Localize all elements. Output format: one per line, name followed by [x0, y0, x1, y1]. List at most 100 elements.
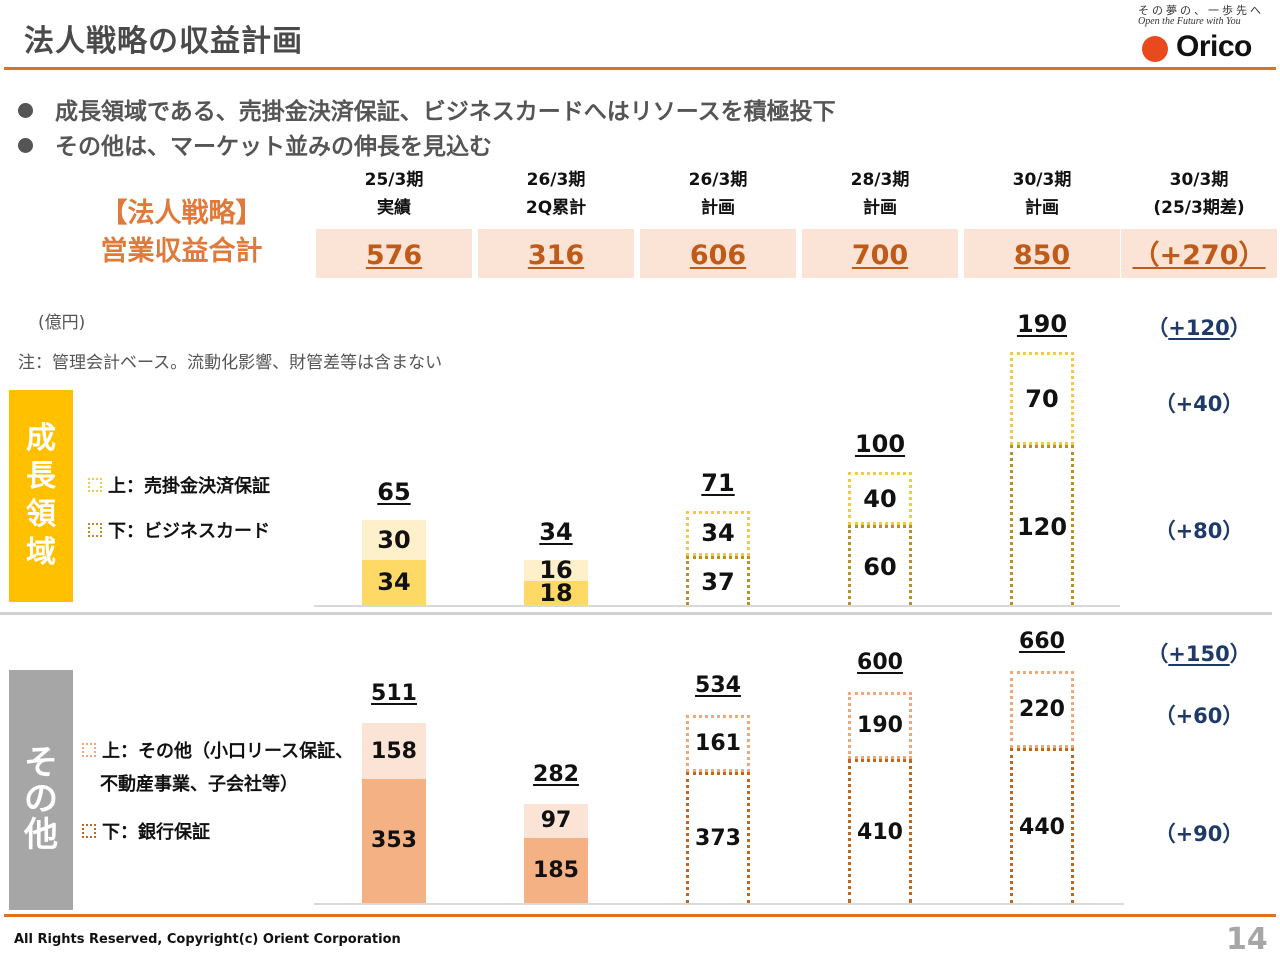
header-divider	[4, 67, 1276, 70]
sidebar-char: そ	[24, 743, 58, 783]
diff-value: +150	[1168, 642, 1230, 666]
bar-value-label: 410	[857, 819, 903, 845]
bar-segment-upper: 190	[848, 692, 912, 759]
logo-tagline: その夢の、一歩先へ	[1138, 4, 1264, 17]
bar-segment-lower: 185	[524, 837, 588, 903]
column-header-period: 26/3期	[526, 170, 586, 190]
total-revenue-cell: 606	[640, 229, 796, 278]
bullet-text: その他は、マーケット並みの伸長を見込む	[55, 134, 492, 160]
total-revenue-cell: 316	[478, 229, 634, 278]
growth-axis-line	[314, 605, 1120, 607]
bar-value-label: 40	[863, 484, 897, 513]
column-header-period: 28/3期	[850, 170, 910, 190]
growth-section-label: 成 長 領 域	[9, 390, 73, 602]
legend-item-lower: 下：銀行保証	[82, 818, 210, 844]
bar-total-label: 65	[377, 477, 411, 506]
summary-label: 【法人戦略】 営業収益合計	[64, 195, 299, 271]
section-divider	[0, 612, 1272, 615]
diff-value: +60	[1175, 704, 1223, 728]
diff-label-upper: （+60）	[1154, 704, 1244, 728]
column-header: 26/3期 2Q累計	[477, 166, 635, 222]
column-header-type: 2Q累計	[525, 198, 587, 218]
bar-total-label: 190	[1016, 310, 1068, 339]
summary-label-line1: 【法人戦略】	[100, 198, 263, 229]
bar-value-label: 353	[371, 828, 417, 854]
bar-value-label: 18	[539, 579, 573, 608]
bar-segment-upper: 34	[686, 510, 750, 556]
bar-value-label: 158	[371, 738, 417, 764]
legend-label: 上：その他（小口リース保証、	[102, 741, 354, 762]
bar-value-label: 16	[539, 556, 573, 585]
bar-total-label: 282	[533, 761, 579, 787]
legend-swatch-icon	[82, 824, 96, 838]
bar-segment-upper: 161	[686, 715, 750, 772]
footer-divider	[4, 914, 1276, 917]
bar-segment-lower: 410	[848, 758, 912, 903]
total-revenue-value: 576	[365, 240, 423, 271]
total-revenue-value: 316	[527, 240, 585, 271]
bar-value-label: 185	[533, 857, 579, 883]
legend-label: 下：銀行保証	[102, 822, 210, 843]
diff-value: +90	[1175, 822, 1223, 846]
bar-value-label: 60	[863, 552, 897, 581]
legend-swatch-icon	[88, 523, 102, 537]
total-revenue-value: （+270）	[1132, 240, 1266, 271]
legend-item-upper: 上：売掛金決済保証	[88, 472, 270, 498]
bar-total-label: 660	[1019, 629, 1065, 654]
legend-swatch-icon	[82, 743, 96, 757]
total-revenue-cell: （+270）	[1121, 229, 1277, 278]
column-header-type: 計画	[701, 198, 735, 218]
bar-total-label: 100	[854, 430, 906, 458]
diff-label-upper: （+40）	[1154, 392, 1244, 416]
sidebar-char: 域	[26, 535, 56, 570]
other-section-label: そ の 他	[9, 670, 73, 910]
column-header: 25/3期 実績	[315, 166, 473, 222]
note-text: 注：管理会計ベース。流動化影響、財管差等は含まない	[18, 353, 443, 373]
bar-segment-lower: 353	[362, 778, 426, 903]
other-axis-line	[314, 903, 1124, 905]
bar-total-label: 600	[857, 650, 903, 676]
bar-segment-upper: 97	[524, 803, 588, 838]
column-header-period: 30/3期	[1169, 170, 1229, 190]
summary-label-line2: 営業収益合計	[100, 236, 263, 267]
total-revenue-cell: 700	[802, 229, 958, 278]
legend-item-lower: 下：ビジネスカード	[88, 517, 270, 543]
bar-value-label: 34	[377, 568, 411, 597]
diff-value: +40	[1175, 392, 1223, 416]
bar-value-label: 161	[695, 731, 741, 757]
sidebar-char: 他	[24, 815, 58, 855]
bar-total-label: 71	[701, 468, 735, 497]
bar-segment-upper: 40	[848, 472, 912, 526]
bar-segment-upper: 30	[362, 519, 426, 560]
bar-segment-upper: 220	[1010, 671, 1074, 749]
column-header-type: 計画	[1025, 198, 1059, 218]
column-header-period: 25/3期	[364, 170, 424, 190]
column-header-type: 計画	[863, 198, 897, 218]
bar-total-label: 511	[371, 681, 417, 707]
sidebar-char: 成	[26, 421, 56, 456]
total-revenue-value: 850	[1013, 240, 1071, 271]
bar-segment-lower: 37	[686, 555, 750, 605]
bar-segment-lower: 120	[1010, 445, 1074, 605]
legend-label: 上：売掛金決済保証	[108, 476, 270, 497]
bar-segment-lower: 18	[524, 579, 588, 608]
total-revenue-value: 606	[689, 240, 747, 271]
column-header-type: (25/3期差)	[1153, 198, 1245, 218]
sidebar-char: 長	[26, 459, 56, 494]
legend-label: 下：ビジネスカード	[108, 521, 270, 542]
bar-segment-lower: 34	[362, 559, 426, 605]
column-header: 30/3期 (25/3期差)	[1120, 166, 1278, 222]
legend-swatch-icon	[88, 478, 102, 492]
total-revenue-value: 700	[851, 240, 909, 271]
bar-value-label: 34	[701, 519, 735, 548]
bar-segment-upper: 16	[524, 556, 588, 584]
bar-value-label: 30	[377, 525, 411, 554]
bullet-text: 成長領域である、売掛金決済保証、ビジネスカードへはリソースを積極投下	[55, 99, 836, 125]
logo-text: Orico	[1176, 30, 1252, 63]
diff-value: +80	[1175, 519, 1223, 543]
copyright-text: All Rights Reserved, Copyright(c) Orient…	[14, 932, 401, 947]
sidebar-char: の	[24, 779, 58, 819]
bullet-dot-icon	[18, 103, 33, 118]
logo-subtitle: Open the Future with You	[1138, 16, 1241, 27]
diff-label-total: （+120）	[1147, 316, 1251, 340]
